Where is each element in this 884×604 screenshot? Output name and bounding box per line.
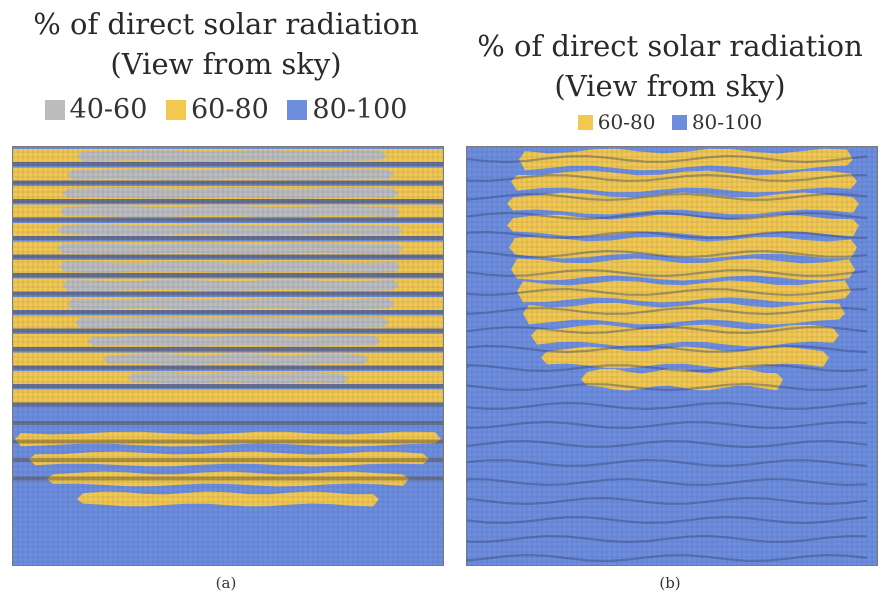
panel-b-radiation-svg <box>467 147 877 565</box>
legend-swatch-80-100 <box>287 100 307 120</box>
panel-b-legend: 60-80 80-100 <box>456 110 884 135</box>
legend-item-60-80: 60-80 <box>578 110 656 134</box>
legend-swatch-40-60 <box>45 100 65 120</box>
panel-a-title-line1: % of direct solar radiation <box>0 6 452 42</box>
panel-a-radiation-map <box>12 146 444 566</box>
legend-label-60-80: 60-80 <box>191 94 269 125</box>
legend-item-80-100: 80-100 <box>287 94 407 125</box>
panel-a-band-40-60 <box>57 243 403 255</box>
panel-a-band-40-60 <box>67 298 395 310</box>
legend-item-40-60: 40-60 <box>45 94 148 125</box>
panel-a-legend: 40-60 60-80 80-100 <box>0 94 452 127</box>
legend-label-80-100: 80-100 <box>692 110 762 134</box>
panel-b-radiation-map <box>466 146 878 566</box>
legend-item-80-100: 80-100 <box>672 110 762 134</box>
panel-a-band-40-60 <box>67 169 394 181</box>
panel-a-band-40-60 <box>57 224 403 236</box>
panel-a-band-40-60 <box>59 206 401 218</box>
panel-b-sublabel: (b) <box>456 574 884 592</box>
legend-swatch-60-80 <box>166 100 186 120</box>
panel-b: % of direct solar radiation (View from s… <box>456 0 884 604</box>
panel-a-band-40-60 <box>75 317 389 329</box>
panel-b-title-line2: (View from sky) <box>456 68 884 104</box>
legend-label-40-60: 40-60 <box>70 94 148 125</box>
legend-item-60-80: 60-80 <box>166 94 269 125</box>
panel-b-title-line1: % of direct solar radiation <box>456 28 884 64</box>
panel-a-title-line2: (View from sky) <box>0 46 452 82</box>
panel-a-sublabel: (a) <box>0 574 452 592</box>
legend-label-60-80: 60-80 <box>598 110 656 134</box>
legend-swatch-60-80 <box>578 115 593 130</box>
legend-label-80-100: 80-100 <box>312 94 407 125</box>
panel-a-radiation-svg <box>13 147 443 565</box>
legend-swatch-80-100 <box>672 115 687 130</box>
panel-a: % of direct solar radiation (View from s… <box>0 0 452 604</box>
panel-a-band-40-60 <box>62 280 399 292</box>
